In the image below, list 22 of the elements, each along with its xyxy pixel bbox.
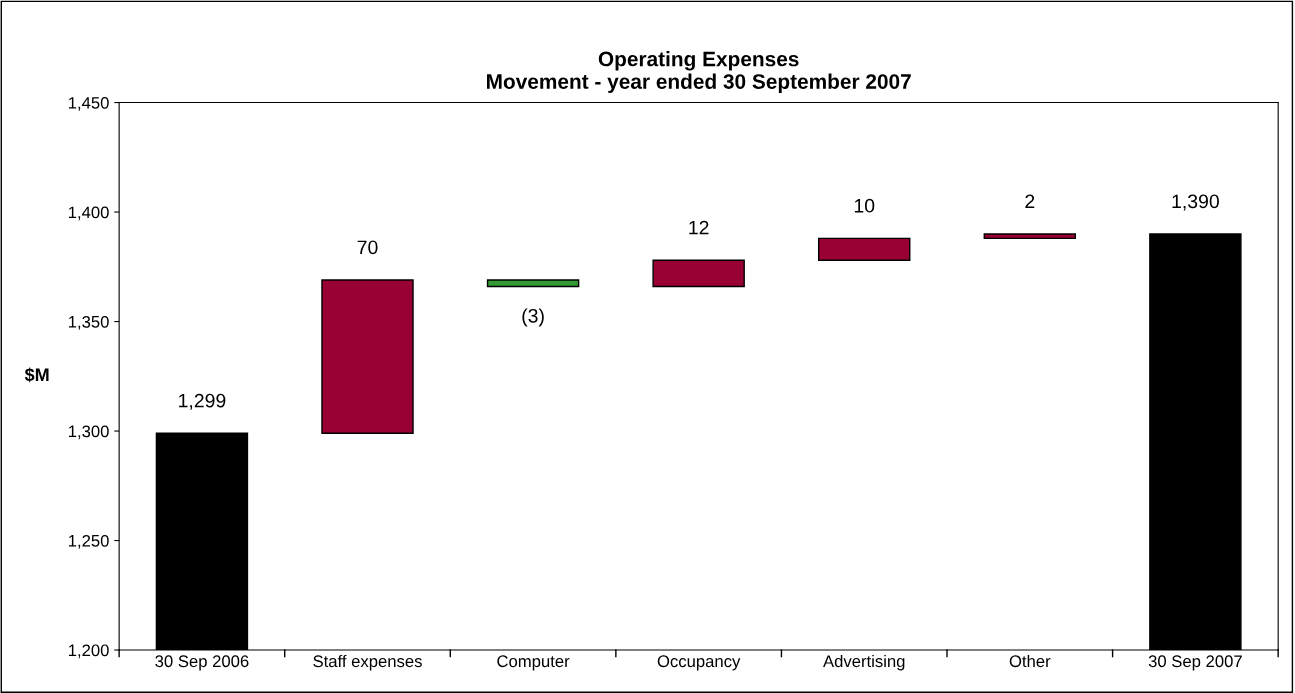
x-tick-label: Other [1009,654,1051,668]
y-axis-title: $M [24,367,49,383]
data-label: 70 [357,240,378,255]
x-tick-label: Advertising [823,654,905,671]
y-tick-label: 1,250 [68,534,109,549]
y-tick-label: 1,200 [68,644,109,659]
chart-title: Operating Expenses Movement - year ended 30 September 2007 [487,51,911,93]
data-label: 1,299 [179,393,226,410]
x-tick-label: Staff expenses [313,654,422,671]
y-tick-label: 1,300 [68,425,109,440]
x-tick-label: 30 Sep 2006 [155,655,249,671]
x-tick-label: Computer [497,655,570,671]
data-label: 12 [689,220,709,235]
data-label: 1,390 [1172,194,1219,211]
data-label: 10 [854,198,875,213]
y-tick-label: 1,400 [68,206,109,221]
y-tick-label: 1,450 [68,96,109,111]
data-label: 2 [1025,194,1035,209]
data-label: (3) [522,308,544,327]
x-tick-label: Occupancy [657,655,741,671]
x-tick-label: 30 Sep 2007 [1148,655,1242,671]
y-tick-label: 1,350 [68,315,109,330]
